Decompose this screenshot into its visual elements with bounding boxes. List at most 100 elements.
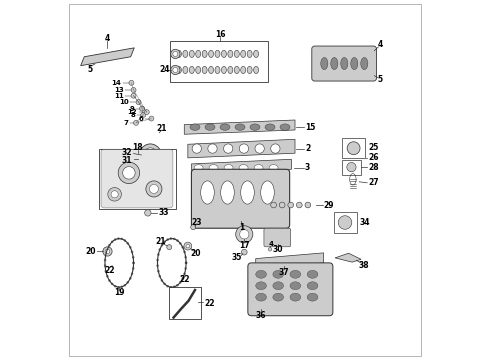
Ellipse shape bbox=[111, 283, 113, 285]
Ellipse shape bbox=[240, 230, 249, 239]
FancyBboxPatch shape bbox=[248, 263, 333, 316]
Ellipse shape bbox=[185, 267, 187, 270]
Text: 5: 5 bbox=[377, 75, 383, 84]
Text: 38: 38 bbox=[358, 261, 369, 270]
Ellipse shape bbox=[182, 278, 184, 280]
Text: 33: 33 bbox=[159, 208, 169, 217]
Text: 36: 36 bbox=[256, 311, 267, 320]
Ellipse shape bbox=[121, 286, 123, 288]
Text: 28: 28 bbox=[368, 163, 378, 172]
Text: 23: 23 bbox=[192, 218, 202, 227]
Ellipse shape bbox=[149, 184, 158, 193]
Polygon shape bbox=[192, 159, 292, 174]
Ellipse shape bbox=[142, 148, 159, 169]
Ellipse shape bbox=[256, 293, 267, 301]
Ellipse shape bbox=[269, 165, 278, 171]
Ellipse shape bbox=[273, 282, 284, 290]
Ellipse shape bbox=[270, 202, 276, 208]
Text: 20: 20 bbox=[85, 247, 96, 256]
Ellipse shape bbox=[209, 165, 218, 171]
Ellipse shape bbox=[104, 265, 106, 267]
FancyBboxPatch shape bbox=[192, 169, 290, 228]
Text: 26: 26 bbox=[368, 153, 378, 162]
Ellipse shape bbox=[105, 249, 110, 254]
Ellipse shape bbox=[191, 225, 196, 230]
Ellipse shape bbox=[106, 275, 108, 277]
Ellipse shape bbox=[173, 67, 178, 72]
Text: 15: 15 bbox=[305, 123, 316, 132]
Text: 18: 18 bbox=[132, 143, 143, 152]
Ellipse shape bbox=[183, 66, 188, 73]
Ellipse shape bbox=[254, 165, 263, 171]
Ellipse shape bbox=[134, 120, 139, 125]
Ellipse shape bbox=[361, 58, 368, 69]
Ellipse shape bbox=[247, 66, 252, 73]
Polygon shape bbox=[184, 120, 295, 134]
Ellipse shape bbox=[156, 259, 159, 261]
Ellipse shape bbox=[159, 248, 161, 251]
Ellipse shape bbox=[228, 50, 233, 58]
Ellipse shape bbox=[124, 284, 126, 286]
Ellipse shape bbox=[220, 181, 234, 204]
Ellipse shape bbox=[132, 267, 134, 270]
Ellipse shape bbox=[176, 239, 178, 242]
Ellipse shape bbox=[105, 253, 107, 256]
Ellipse shape bbox=[131, 87, 136, 93]
Ellipse shape bbox=[182, 246, 184, 248]
Ellipse shape bbox=[192, 144, 201, 153]
Ellipse shape bbox=[132, 256, 134, 258]
Ellipse shape bbox=[209, 66, 214, 73]
Ellipse shape bbox=[224, 165, 233, 171]
Bar bbox=[99, 149, 176, 209]
Ellipse shape bbox=[273, 270, 284, 278]
Ellipse shape bbox=[185, 256, 187, 258]
Ellipse shape bbox=[185, 262, 187, 264]
Text: 14: 14 bbox=[112, 80, 122, 86]
Ellipse shape bbox=[190, 124, 200, 130]
Ellipse shape bbox=[173, 286, 175, 288]
FancyBboxPatch shape bbox=[101, 149, 173, 208]
Ellipse shape bbox=[215, 66, 220, 73]
Ellipse shape bbox=[341, 58, 348, 69]
Text: 20: 20 bbox=[191, 249, 201, 258]
Ellipse shape bbox=[183, 273, 186, 275]
Ellipse shape bbox=[247, 50, 252, 58]
Ellipse shape bbox=[131, 273, 133, 275]
Text: 2: 2 bbox=[305, 144, 310, 153]
Text: 9: 9 bbox=[129, 105, 134, 112]
Ellipse shape bbox=[167, 239, 169, 241]
Ellipse shape bbox=[129, 246, 131, 248]
Text: 37: 37 bbox=[279, 268, 290, 277]
FancyBboxPatch shape bbox=[264, 228, 291, 247]
Text: 4: 4 bbox=[105, 35, 110, 44]
Ellipse shape bbox=[280, 124, 290, 130]
Ellipse shape bbox=[164, 283, 166, 285]
Ellipse shape bbox=[173, 238, 175, 240]
Ellipse shape bbox=[138, 144, 163, 173]
Ellipse shape bbox=[114, 285, 116, 287]
Ellipse shape bbox=[127, 242, 129, 244]
Ellipse shape bbox=[103, 247, 112, 256]
Ellipse shape bbox=[161, 244, 163, 246]
Ellipse shape bbox=[189, 50, 194, 58]
Ellipse shape bbox=[235, 124, 245, 130]
Ellipse shape bbox=[146, 181, 162, 197]
Ellipse shape bbox=[307, 282, 318, 290]
Ellipse shape bbox=[194, 165, 203, 171]
Ellipse shape bbox=[331, 58, 338, 69]
FancyBboxPatch shape bbox=[312, 46, 376, 81]
Text: 11: 11 bbox=[114, 93, 123, 99]
Ellipse shape bbox=[108, 244, 111, 246]
Ellipse shape bbox=[234, 50, 239, 58]
Text: 8: 8 bbox=[130, 112, 135, 118]
Ellipse shape bbox=[241, 50, 245, 58]
Ellipse shape bbox=[164, 241, 166, 243]
Ellipse shape bbox=[196, 50, 201, 58]
Ellipse shape bbox=[196, 66, 201, 73]
Text: 4: 4 bbox=[269, 241, 274, 247]
Ellipse shape bbox=[209, 50, 214, 58]
Ellipse shape bbox=[159, 275, 161, 277]
Ellipse shape bbox=[234, 66, 239, 73]
Ellipse shape bbox=[305, 202, 311, 208]
Ellipse shape bbox=[221, 66, 226, 73]
